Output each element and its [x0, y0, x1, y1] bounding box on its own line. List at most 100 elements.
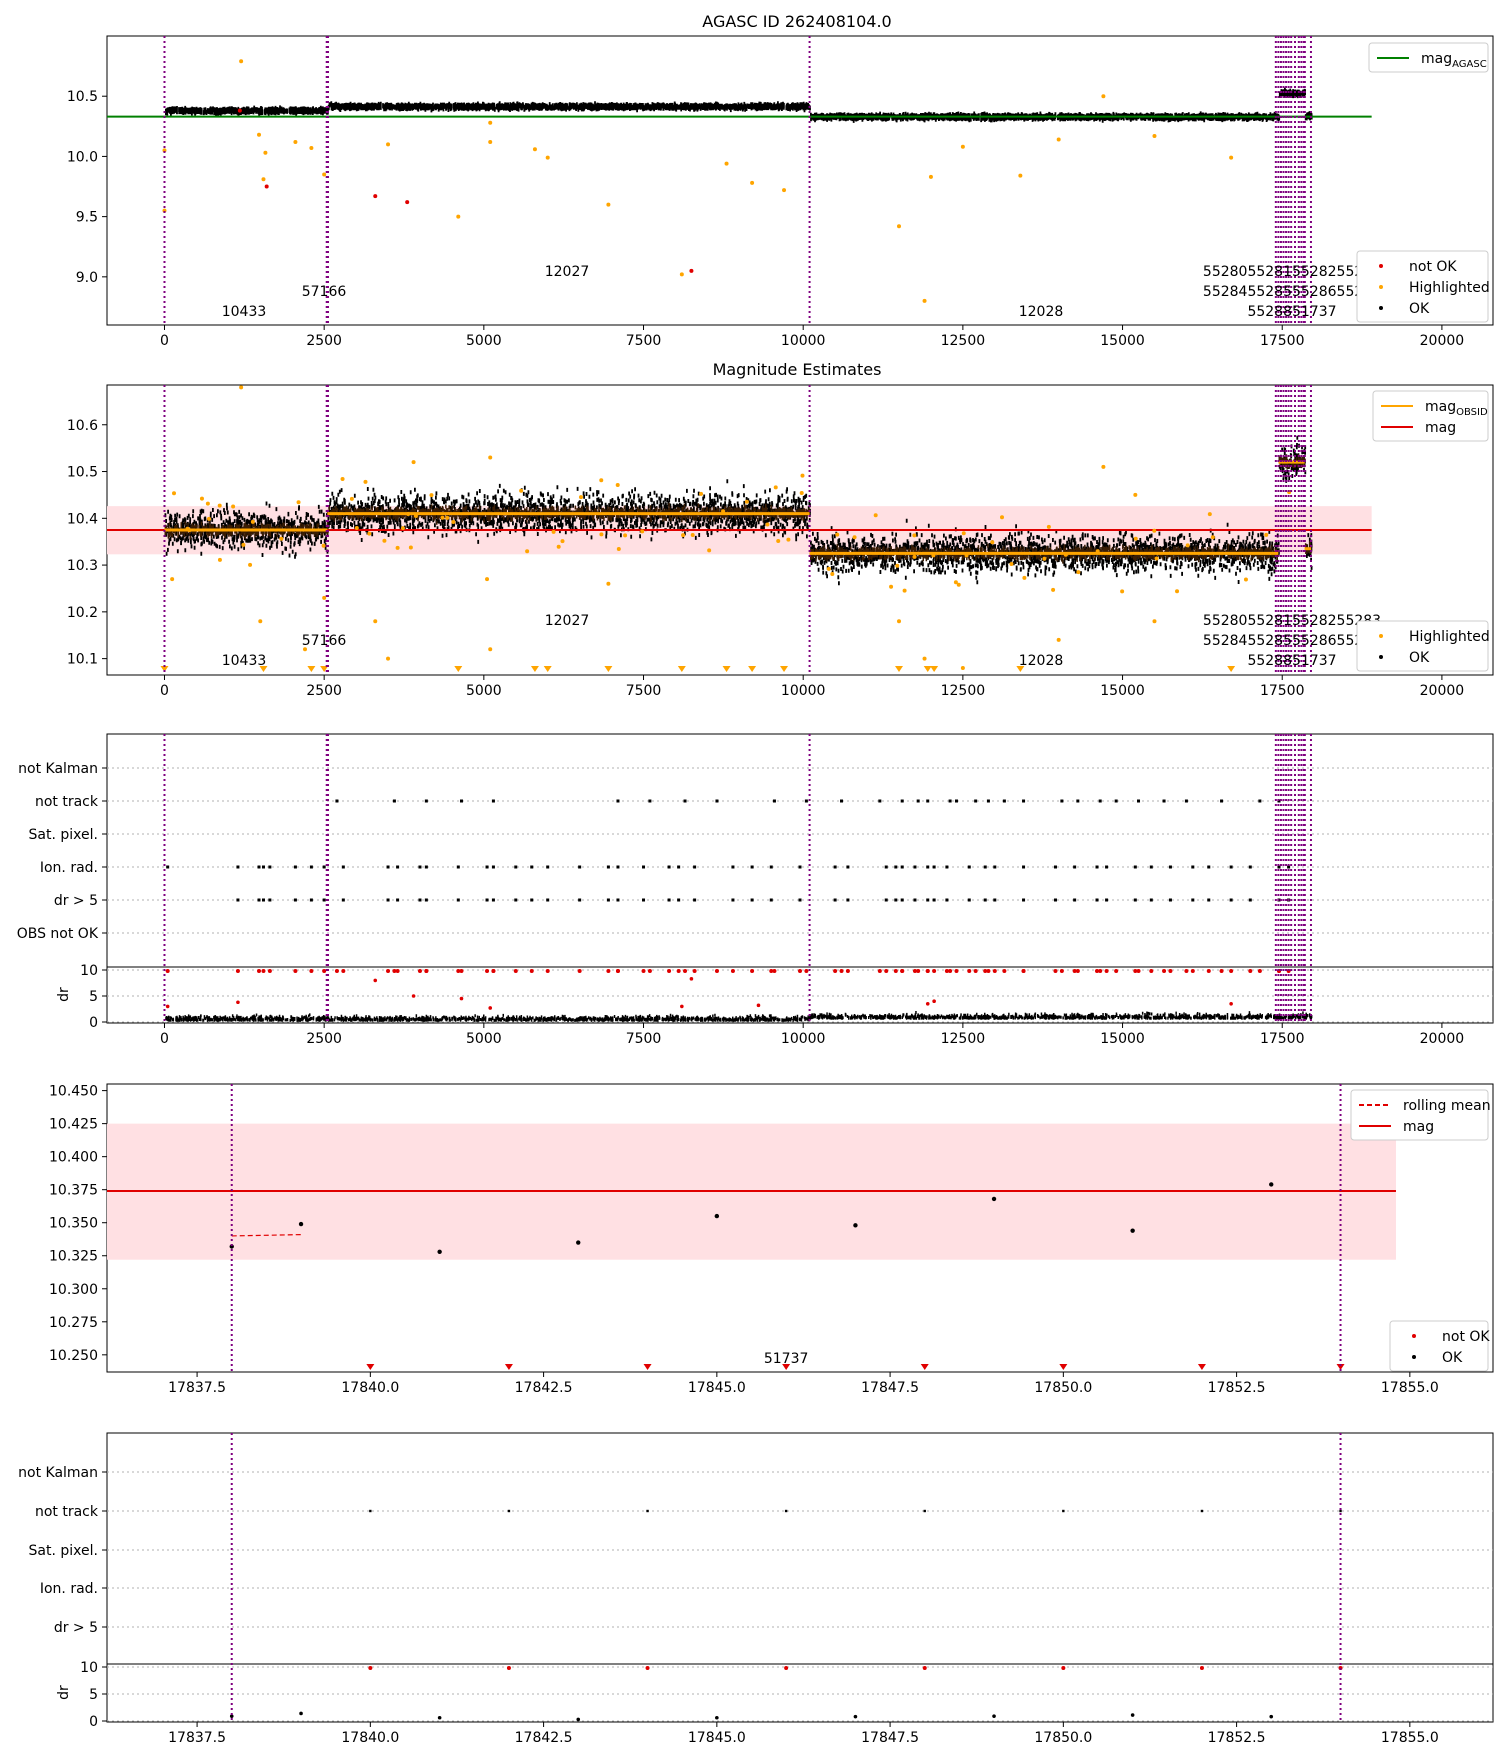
highlighted-point	[922, 298, 927, 303]
highlighted-point	[964, 553, 969, 558]
offscale-marker	[923, 666, 932, 672]
legend-label: mag	[1403, 1119, 1434, 1135]
obsid-label: 12028	[1019, 304, 1064, 320]
flag-marker	[491, 865, 495, 869]
highlighted-point	[765, 522, 770, 527]
dr-not-ok-point	[804, 969, 809, 973]
flag-marker	[386, 865, 390, 869]
y-tick-label: 10.325	[49, 1249, 98, 1265]
highlighted-point	[170, 577, 175, 582]
dr-not-ok-point	[833, 969, 838, 973]
highlighted-point	[889, 584, 894, 589]
highlighted-point	[931, 553, 936, 558]
dr-not-ok-point	[267, 969, 272, 973]
dr-not-ok-point	[368, 1666, 373, 1670]
y-tick-label: 10.4	[67, 511, 98, 527]
x-tick-label: 5000	[466, 1031, 502, 1047]
flag-marker	[1105, 865, 1109, 869]
flag-marker	[257, 865, 261, 869]
highlighted-point	[953, 580, 958, 585]
highlighted-point	[699, 491, 704, 496]
x-tick-label: 17850.0	[1034, 1380, 1092, 1396]
flag-marker	[948, 799, 952, 803]
legend-marker	[1379, 306, 1383, 310]
flag-marker	[236, 865, 240, 869]
highlighted-point	[303, 647, 307, 652]
flag-marker	[642, 898, 646, 902]
offscale-marker	[895, 666, 903, 672]
flag-marker	[833, 898, 837, 902]
legend-label: Highlighted	[1409, 629, 1490, 645]
legend-label: OK	[1409, 301, 1430, 317]
flag-marker	[424, 799, 428, 803]
not-ok-offscale-marker	[504, 1364, 513, 1370]
obsid-label-cluster: 55284552855528655287	[1203, 633, 1381, 649]
x-tick-label: 17842.5	[515, 1380, 573, 1396]
highlighted-point	[413, 514, 418, 519]
highlighted-point	[922, 656, 927, 661]
highlighted-point	[1056, 637, 1061, 642]
legend	[1372, 390, 1489, 442]
highlighted-point	[556, 544, 561, 549]
flag-marker	[798, 865, 802, 869]
flag-marker	[606, 898, 610, 902]
highlighted-point	[239, 59, 244, 64]
flag-marker	[341, 865, 345, 869]
flag-marker	[926, 898, 930, 902]
offscale-marker	[160, 666, 169, 672]
flag-marker	[646, 1509, 649, 1513]
flag-marker	[293, 865, 297, 869]
x-tick-label: 17852.5	[1208, 1380, 1266, 1396]
y-tick-label: 9.0	[76, 270, 98, 286]
flag-marker	[986, 799, 990, 803]
flag-marker	[1002, 799, 1006, 803]
legend	[1368, 42, 1489, 73]
flag-marker	[386, 898, 390, 902]
highlighted-point	[599, 478, 604, 483]
highlighted-point	[928, 174, 933, 179]
y-tick-label: 10.450	[49, 1084, 98, 1100]
x-tick-label: 10000	[781, 1031, 826, 1047]
flag-marker	[1258, 799, 1262, 803]
flag-marker	[846, 898, 850, 902]
dr-not-ok-point	[424, 969, 429, 973]
dr-not-ok-point	[1072, 969, 1077, 973]
highlighted-point	[1000, 515, 1005, 520]
flag-marker	[1060, 799, 1064, 803]
dr-not-ok-point	[1162, 969, 1167, 973]
highlighted-point	[1175, 589, 1180, 594]
highlighted-point	[239, 385, 244, 390]
highlighted-point	[258, 619, 263, 624]
highlighted-point	[429, 493, 434, 498]
dr-not-ok-point	[647, 969, 652, 973]
flag-marker	[335, 799, 339, 803]
obsid-label: 51737	[764, 1351, 809, 1367]
x-tick-label: 5000	[466, 333, 502, 349]
dr-not-ok-point	[1206, 969, 1211, 973]
dr-not-ok-point	[884, 969, 889, 973]
x-tick-label: 10000	[781, 333, 826, 349]
offscale-marker	[543, 666, 552, 672]
highlighted-point	[1243, 577, 1248, 582]
dr-not-ok-point	[606, 969, 611, 973]
dr-not-ok-point	[236, 1000, 240, 1005]
offscale-marker	[748, 666, 757, 672]
highlighted-point	[1229, 155, 1234, 160]
highlighted-point	[897, 619, 901, 624]
highlighted-point	[456, 214, 461, 219]
highlighted-point	[681, 533, 686, 538]
dr-point	[715, 1715, 719, 1720]
highlighted-point	[545, 155, 550, 160]
magnitude-estimates-panel: 10433 57166 12027 12028 55280552815528255283…	[67, 384, 1494, 699]
flag-marker	[884, 898, 888, 902]
legend-label: mag	[1425, 420, 1456, 436]
y-tick-label: 10.275	[49, 1315, 98, 1331]
highlighted-point	[961, 531, 966, 536]
x-tick-label: 5000	[466, 683, 502, 699]
highlighted-point	[1133, 492, 1138, 497]
dr-not-ok-point	[1248, 969, 1253, 973]
highlighted-point	[750, 180, 755, 185]
dr-not-ok-point	[784, 1666, 789, 1670]
highlighted-point	[386, 656, 391, 661]
highlighted-point	[1046, 524, 1051, 529]
